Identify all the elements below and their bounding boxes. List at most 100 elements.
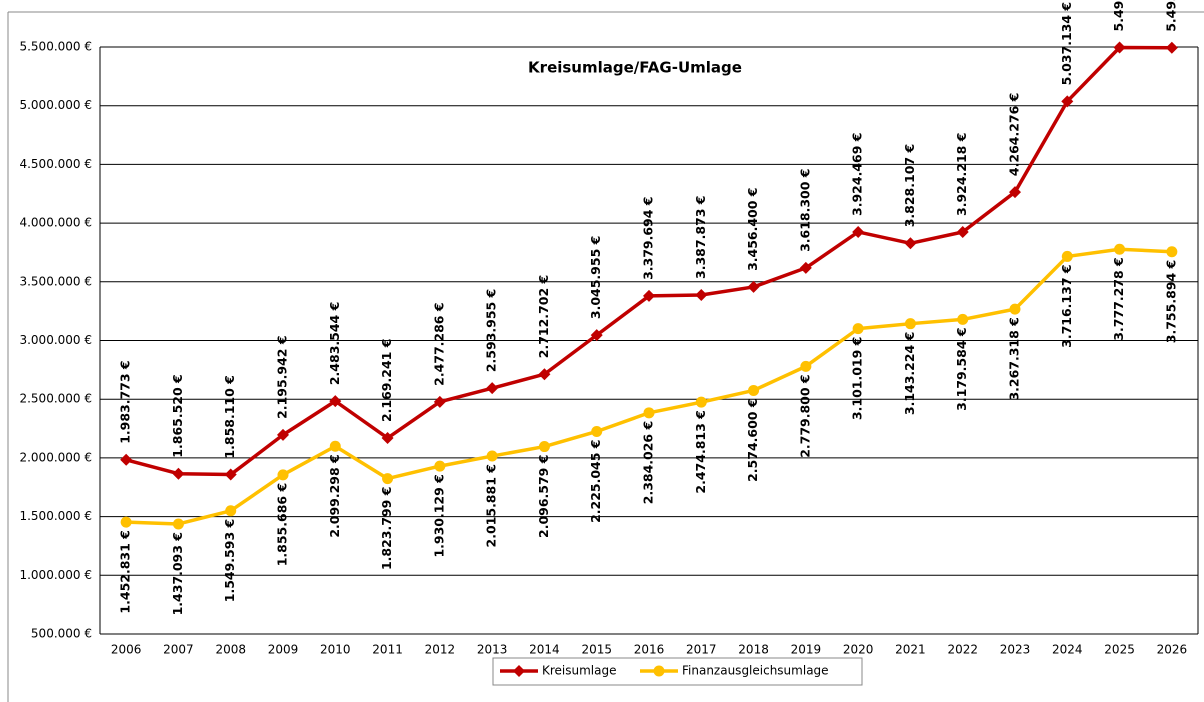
marker xyxy=(800,360,812,372)
marker xyxy=(225,505,237,517)
marker xyxy=(277,469,289,481)
y-tick-label: 2.000.000 € xyxy=(19,450,92,464)
value-label: 2.593.955 € xyxy=(484,289,499,372)
marker xyxy=(590,329,603,342)
marker xyxy=(747,280,760,293)
marker xyxy=(120,453,133,466)
x-tick-label: 2024 xyxy=(1052,643,1083,657)
value-label: 2.712.702 € xyxy=(536,275,551,358)
value-label: 3.101.019 € xyxy=(850,337,865,420)
y-tick-label: 1.500.000 € xyxy=(19,509,92,523)
marker xyxy=(643,407,655,419)
value-label: 1.549.593 € xyxy=(222,519,237,602)
x-tick-label: 2011 xyxy=(372,643,403,657)
value-label: 3.924.218 € xyxy=(954,133,969,216)
value-label: 1.452.831 € xyxy=(118,530,133,613)
marker xyxy=(486,382,499,395)
marker xyxy=(329,440,341,452)
marker xyxy=(1165,41,1178,54)
marker xyxy=(382,473,394,485)
marker xyxy=(120,516,132,528)
x-tick-label: 2014 xyxy=(529,643,560,657)
marker xyxy=(538,368,551,381)
marker xyxy=(852,323,864,335)
legend-label: Finanzausgleichsumlage xyxy=(682,664,829,678)
x-tick-label: 2019 xyxy=(791,643,822,657)
x-tick-label: 2022 xyxy=(947,643,978,657)
legend-marker xyxy=(653,665,665,677)
marker xyxy=(224,468,237,481)
value-label: 3.143.224 € xyxy=(902,332,917,415)
y-tick-label: 4.500.000 € xyxy=(19,157,92,171)
x-tick-label: 2016 xyxy=(634,643,665,657)
value-label: 2.099.298 € xyxy=(327,454,342,537)
marker xyxy=(329,395,342,408)
value-label: 2.169.241 € xyxy=(379,339,394,422)
value-label: 3.716.137 € xyxy=(1059,264,1074,347)
value-label: 3.924.469 € xyxy=(850,133,865,216)
marker xyxy=(695,396,707,408)
value-label: 1.823.799 € xyxy=(379,487,394,570)
value-label: 5.493.345 € xyxy=(1163,0,1178,32)
value-label: 2.477.286 € xyxy=(431,302,446,385)
value-label: 3.618.300 € xyxy=(797,168,812,251)
legend-marker xyxy=(513,665,525,677)
y-tick-label: 4.000.000 € xyxy=(19,216,92,230)
x-tick-label: 2025 xyxy=(1104,643,1135,657)
value-label: 1.930.129 € xyxy=(431,474,446,557)
y-tick-label: 1.000.000 € xyxy=(19,568,92,582)
x-tick-label: 2015 xyxy=(581,643,612,657)
value-label: 2.483.544 € xyxy=(327,302,342,385)
value-label: 3.387.873 € xyxy=(693,196,708,279)
marker xyxy=(957,313,969,325)
value-label: 2.096.579 € xyxy=(536,455,551,538)
x-tick-label: 2020 xyxy=(843,643,874,657)
marker xyxy=(852,225,865,238)
marker xyxy=(591,425,603,437)
value-label: 1.858.110 € xyxy=(222,375,237,458)
marker xyxy=(956,225,969,238)
y-tick-label: 3.000.000 € xyxy=(19,333,92,347)
x-tick-label: 2009 xyxy=(268,643,299,657)
y-tick-label: 500.000 € xyxy=(31,627,92,641)
value-label: 3.777.278 € xyxy=(1111,257,1126,340)
marker xyxy=(1114,243,1126,255)
value-label: 2.195.942 € xyxy=(275,335,290,418)
value-label: 1.983.773 € xyxy=(118,360,133,443)
value-label: 2.779.800 € xyxy=(797,374,812,457)
value-label: 3.379.694 € xyxy=(641,196,656,279)
marker xyxy=(904,318,916,330)
legend-label: Kreisumlage xyxy=(542,664,617,678)
x-tick-label: 2026 xyxy=(1157,643,1188,657)
value-label: 3.045.955 € xyxy=(588,236,603,319)
marker xyxy=(1061,250,1073,262)
value-label: 2.474.813 € xyxy=(693,410,708,493)
marker xyxy=(538,441,550,453)
y-tick-label: 5.500.000 € xyxy=(19,40,92,54)
value-label: 1.855.686 € xyxy=(275,483,290,566)
value-label: 5.495.745 € xyxy=(1111,0,1126,31)
marker xyxy=(1009,303,1021,315)
x-tick-label: 2017 xyxy=(686,643,717,657)
x-tick-label: 2012 xyxy=(425,643,456,657)
marker xyxy=(748,384,760,396)
marker xyxy=(1113,41,1126,54)
value-label: 2.015.881 € xyxy=(484,464,499,547)
marker xyxy=(433,395,446,408)
x-tick-label: 2006 xyxy=(111,643,142,657)
marker xyxy=(695,288,708,301)
y-tick-label: 5.000.000 € xyxy=(19,98,92,112)
x-tick-label: 2023 xyxy=(1000,643,1031,657)
value-label: 3.179.584 € xyxy=(954,327,969,410)
value-label: 2.225.045 € xyxy=(588,439,603,522)
marker xyxy=(277,428,289,441)
value-label: 4.264.276 € xyxy=(1007,93,1022,176)
y-tick-label: 2.500.000 € xyxy=(19,392,92,406)
marker xyxy=(434,460,446,472)
value-label: 3.456.400 € xyxy=(745,187,760,270)
chart-title: Kreisumlage/FAG-Umlage xyxy=(528,59,742,77)
x-tick-label: 2008 xyxy=(215,643,246,657)
x-tick-label: 2013 xyxy=(477,643,508,657)
